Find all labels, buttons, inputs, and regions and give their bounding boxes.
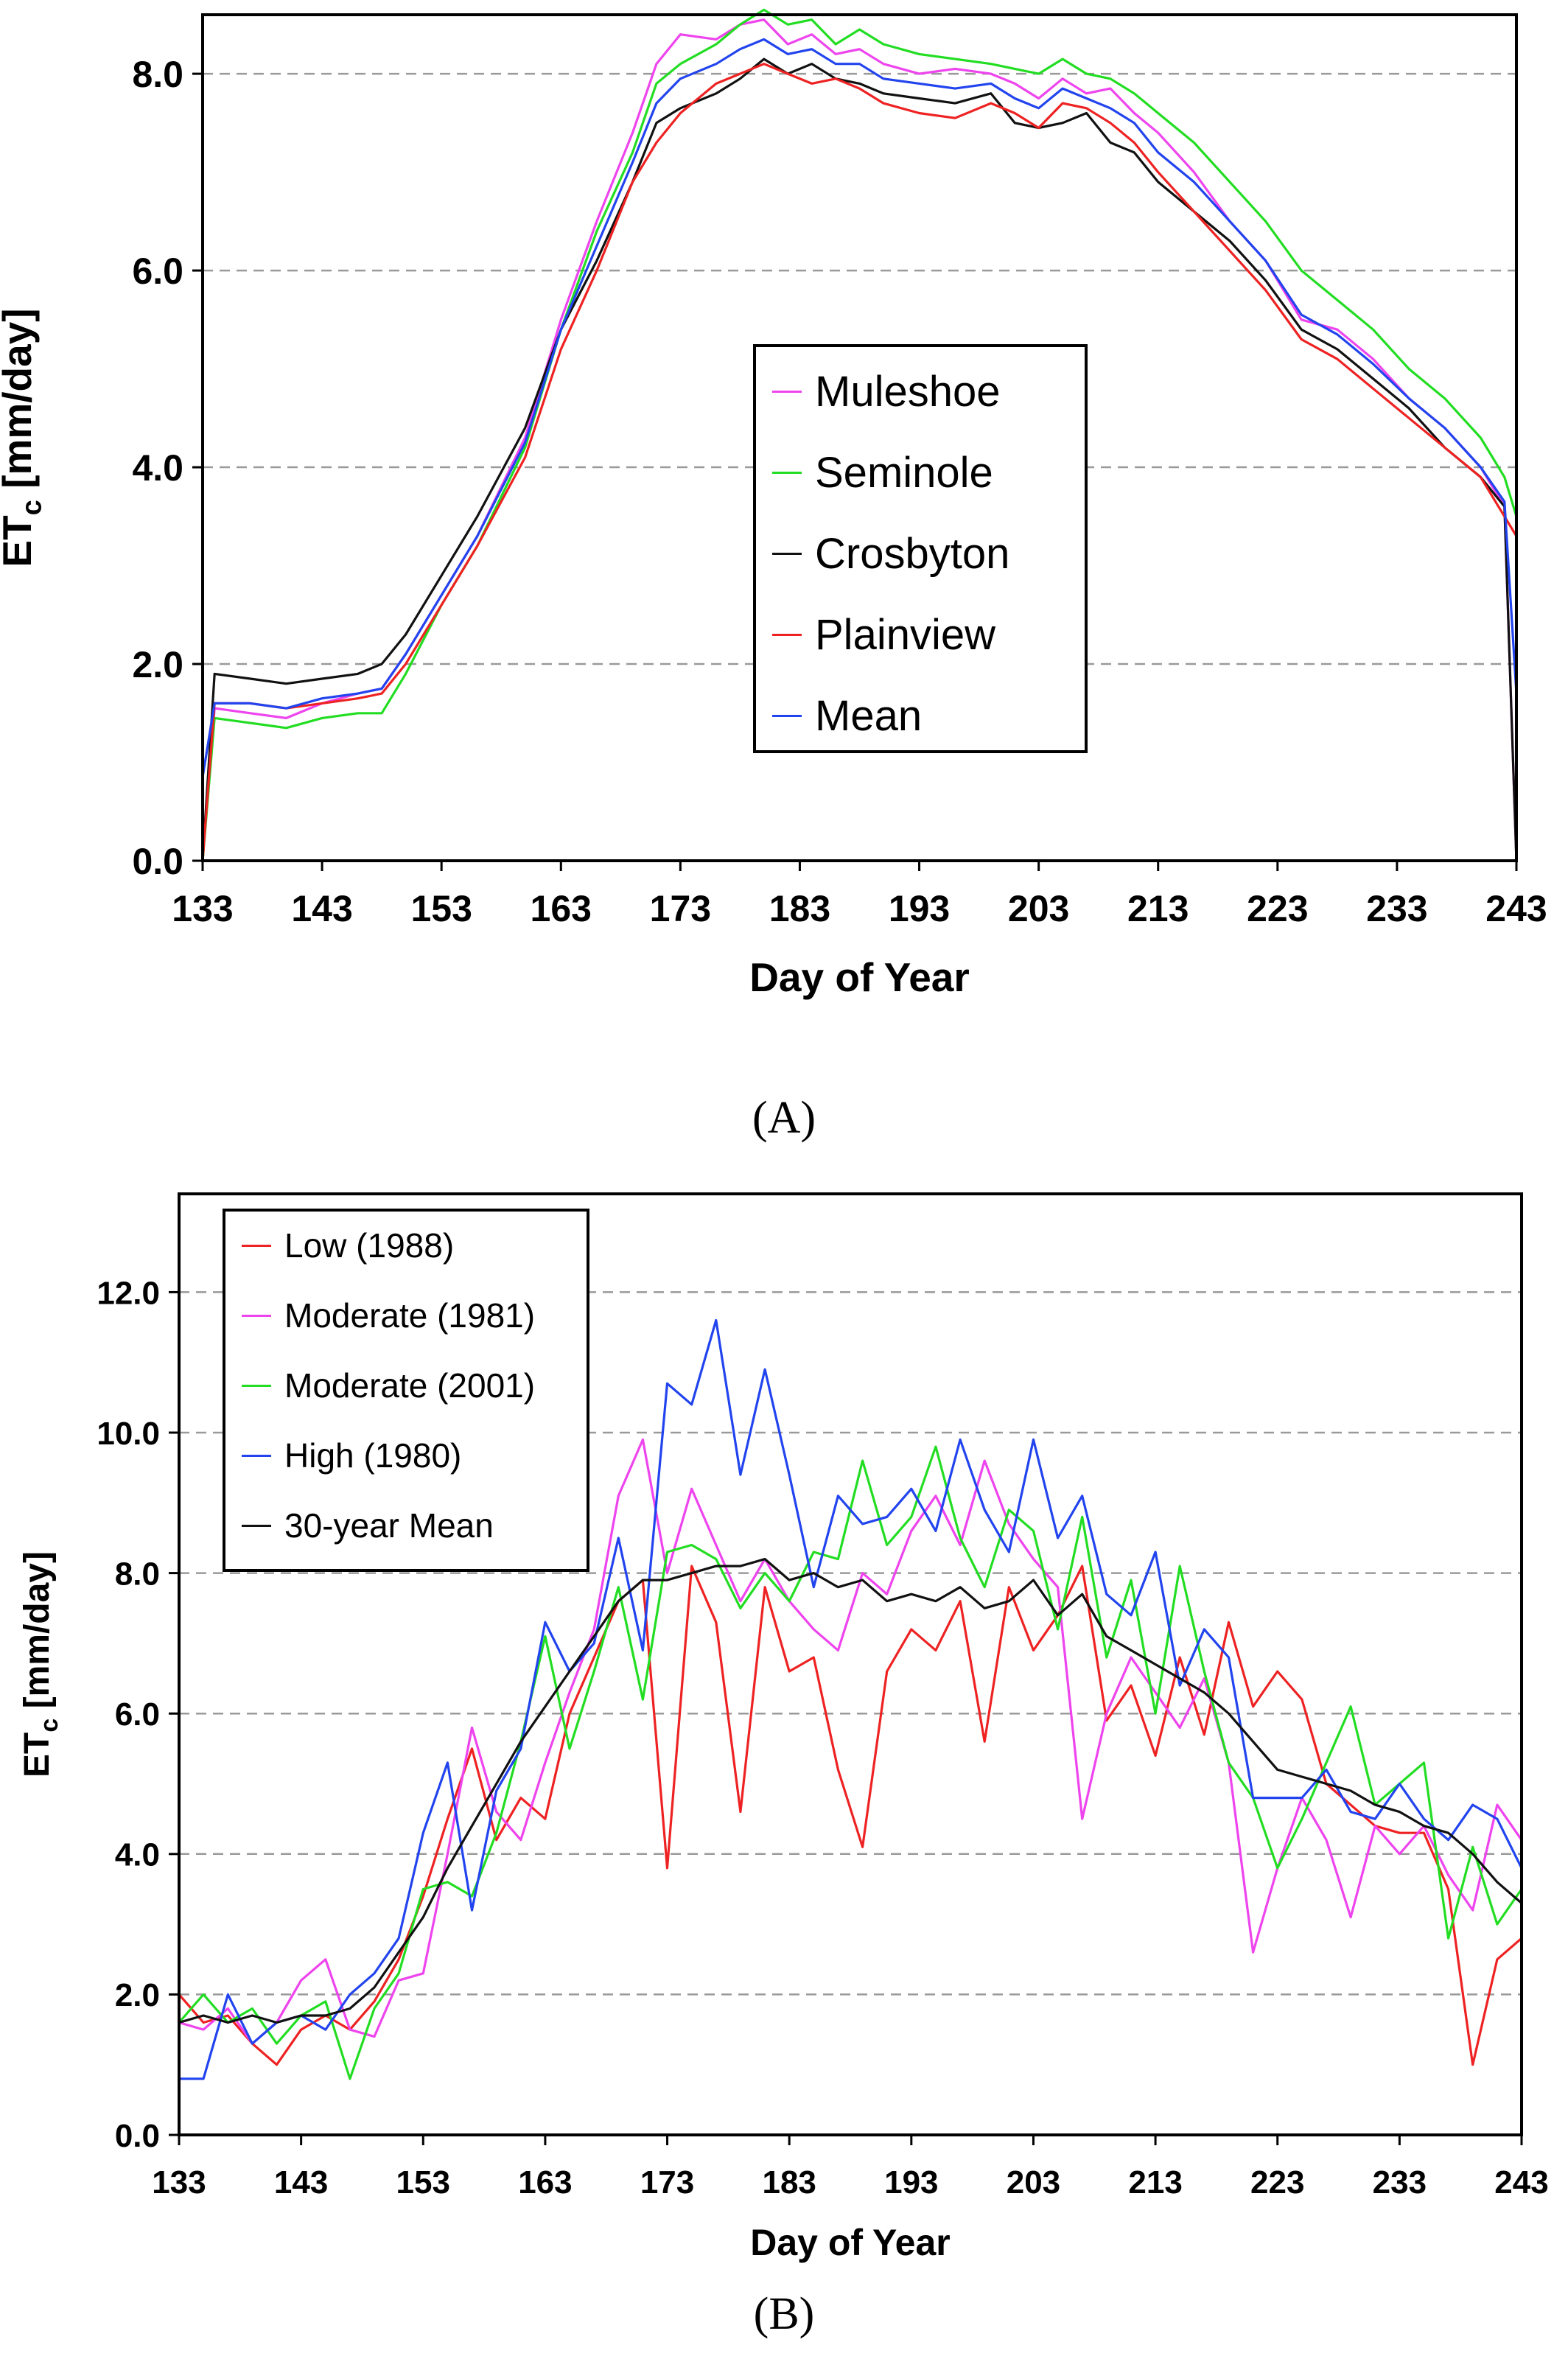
y-tick-label: 0.0 [132,841,183,882]
legend-swatch [242,1454,271,1457]
chart-b: 0.0 2.0 4.0 6.0 8.0 10.0 12.0 133 143 153 163 173 18… [18,1192,1549,2263]
legend-label: Seminole [815,448,993,497]
legend-label: Moderate (1981) [284,1296,536,1335]
x-axis-label: Day of Year [750,2222,950,2263]
x-tick-label: 173 [650,888,711,929]
legend-item: 30-year Mean [225,1503,494,1548]
panel-caption-a: (A) [752,1093,816,1143]
x-tick-label: 213 [1128,2164,1182,2201]
x-tick-label: 133 [152,2164,206,2201]
legend-item: High (1980) [225,1433,461,1478]
x-tick-label: 183 [769,888,830,929]
x-tick-label: 243 [1485,888,1547,929]
legend-swatch [242,1314,271,1317]
legend-item: Crosbyton [756,529,1010,578]
x-tick-label: 153 [410,888,472,929]
x-tick-label: 203 [1007,2164,1060,2201]
panel-caption-b: (B) [753,2289,815,2339]
x-tick-label: 183 [762,2164,816,2201]
x-tick-label: 223 [1247,888,1308,929]
series-line-high-1980 [178,1318,1523,2080]
x-tick-label: 173 [640,2164,694,2201]
legend-swatch [772,552,802,555]
legend-swatch [772,471,802,474]
legend-item: Seminole [756,448,993,497]
series-line-seminole [201,8,1518,862]
plot-frame [201,13,1518,862]
legend-label: High (1980) [284,1436,462,1475]
series-line-mean [201,38,1518,779]
y-tick-label: 0.0 [115,2118,160,2154]
y-axis-label: ETc [mm/day] [0,308,47,567]
y-tick-label: 2.0 [115,1977,160,2013]
x-axis-label: Day of Year [749,954,970,1000]
y-tick-label: 8.0 [115,1556,160,1592]
legend-swatch [772,390,802,393]
series-line-30-year-mean [178,1558,1523,2024]
series-line-moderate-1981 [178,1438,1523,2045]
legend-label: Mean [815,691,923,740]
x-tick-label: 223 [1250,2164,1304,2201]
plot-frame [178,1192,1523,2136]
y-tick-label: 8.0 [132,54,183,95]
legend-item: Moderate (1981) [225,1293,535,1338]
x-tick-label: 153 [396,2164,450,2201]
legend-item: Moderate (2001) [225,1363,535,1408]
legend-swatch [242,1384,271,1387]
x-tick-label: 233 [1366,888,1427,929]
x-tick-label: 163 [531,888,592,929]
legend-item: Plainview [756,610,995,659]
x-tick-label: 143 [274,2164,328,2201]
y-tick-label: 12.0 [97,1275,160,1311]
x-tick-label: 233 [1373,2164,1427,2201]
series-line-crosbyton [201,57,1518,862]
legend-swatch [772,633,802,636]
x-tick-label: 193 [884,2164,938,2201]
series-line-low-1988 [178,1565,1523,2066]
legend-swatch [772,714,802,717]
legend-swatch [242,1244,271,1247]
legend-label: Crosbyton [815,529,1010,578]
x-tick-label: 213 [1127,888,1189,929]
y-tick-label: 4.0 [115,1837,160,1873]
y-tick-label: 2.0 [132,644,183,685]
legend-b: Low (1988) Moderate (1981) Moderate (2001)… [223,1209,589,1572]
legend-item: Muleshoe [756,367,1001,416]
y-tick-label: 6.0 [115,1696,160,1733]
legend-label: 30-year Mean [284,1506,494,1545]
y-tick-label: 6.0 [132,251,183,292]
legend-swatch [242,1524,271,1527]
legend-label: Moderate (2001) [284,1366,536,1405]
series-line-plainview [201,63,1518,862]
legend-item: Mean [756,691,923,740]
legend-label: Plainview [815,610,995,659]
x-tick-label: 163 [518,2164,572,2201]
x-tick-label: 133 [172,888,233,929]
x-tick-label: 203 [1008,888,1069,929]
legend-a: Muleshoe Seminole Crosbyton Plainview Mean [753,344,1088,753]
y-tick-label: 4.0 [132,447,183,489]
legend-label: Muleshoe [815,367,1001,416]
legend-item: Low (1988) [225,1223,454,1268]
x-tick-label: 193 [889,888,950,929]
y-axis-label: ETc [mm/day] [18,1551,63,1778]
x-tick-label: 143 [291,888,352,929]
legend-label: Low (1988) [284,1226,455,1265]
x-tick-label: 243 [1494,2164,1548,2201]
y-tick-label: 10.0 [97,1416,160,1452]
